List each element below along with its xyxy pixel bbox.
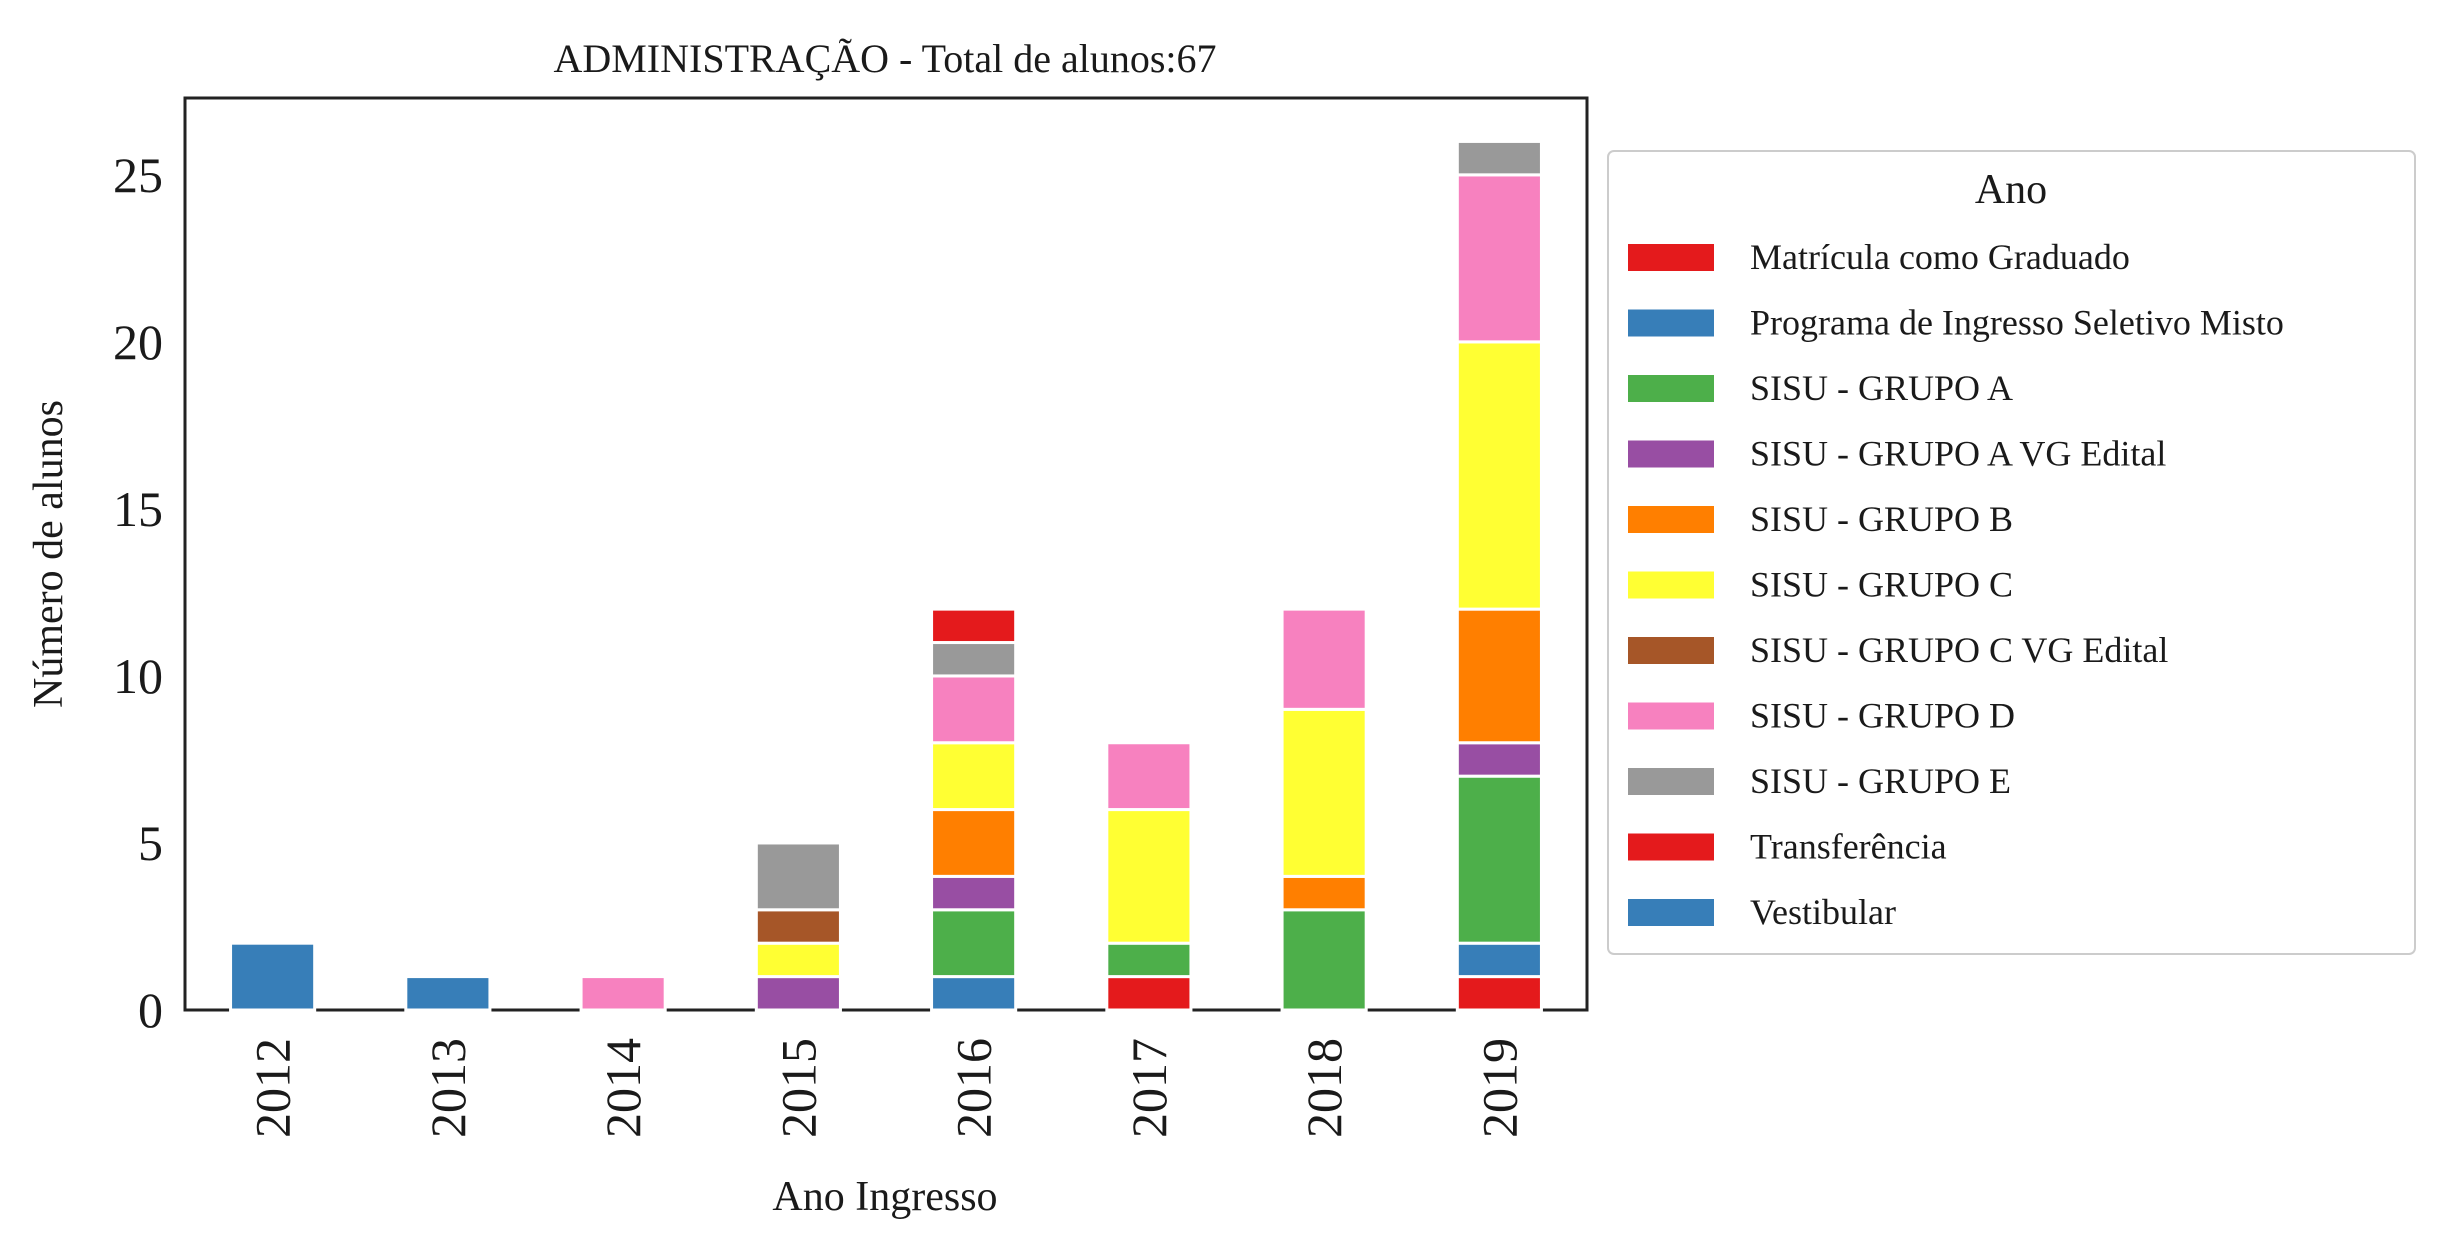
bar-segment-2016-2 [930,908,1018,979]
bar-segment-2018-7 [1280,607,1368,711]
bar-segment-2016-9 [930,607,1018,645]
x-tick-label-2017: 2017 [1121,1038,1177,1138]
bar-segment-2015-6 [754,908,842,945]
x-tick-label-2013: 2013 [420,1038,476,1138]
legend-items: Matrícula como Graduado Programa de Ingre… [1628,237,2284,932]
bar-segment-2016-7 [930,674,1018,745]
legend-swatch-7 [1628,702,1714,730]
legend-swatch-8 [1628,768,1714,795]
bar-segment-2019-8 [1455,139,1543,177]
bar-segment-2017-5 [1105,808,1193,945]
bar-segment-2018-5 [1280,707,1368,878]
bar-segment-2016-1 [930,975,1018,1012]
legend-entry-4: SISU - GRUPO B [1750,499,2013,539]
bar-segment-2019-5 [1455,340,1543,611]
legend-entry-2: SISU - GRUPO A [1750,368,2013,408]
x-axis-label: Ano Ingresso [772,1174,997,1220]
y-tick-label-25: 25 [113,147,163,203]
legend-entry-10: Vestibular [1750,892,1896,932]
legend-entry-9: Transferência [1750,827,1947,867]
bar-segment-2019-0 [1455,975,1543,1012]
bar-segment-2013-10 [404,975,492,1012]
y-tick-label-5: 5 [138,815,163,871]
legend-entry-7: SISU - GRUPO D [1750,696,2015,736]
legend-title: Ano [1975,167,2047,213]
x-tick-label-2012: 2012 [245,1038,301,1138]
x-tick-label-2014: 2014 [595,1038,651,1138]
bar-segment-2012-10 [229,941,317,1012]
legend-swatch-0 [1628,244,1714,271]
y-tick-label-20: 20 [113,314,163,370]
plot-area-frame [183,96,1589,1012]
bar-segment-2019-7 [1455,173,1543,344]
bar-segment-2019-1 [1455,941,1543,979]
y-tick-label-0: 0 [138,982,163,1038]
legend-entry-5: SISU - GRUPO C [1750,565,2013,605]
legend-swatch-1 [1628,309,1714,337]
y-axis-ticks: 0 5 10 15 20 25 [113,147,163,1038]
bar-segment-2016-8 [930,641,1018,678]
bar-segment-2017-2 [1105,941,1193,979]
x-tick-label-2019: 2019 [1471,1038,1527,1138]
bar-segment-2015-3 [754,975,842,1012]
legend-swatch-6 [1628,637,1714,664]
legend-frame [1607,150,2416,955]
bar-segment-2016-4 [930,808,1018,878]
legend: Ano Matrícula como Graduado Programa de I… [1607,150,2416,955]
legend-swatch-10 [1628,899,1714,926]
x-tick-label-2018: 2018 [1296,1038,1352,1138]
legend-swatch-9 [1628,833,1714,861]
y-tick-label-15: 15 [113,481,163,537]
legend-entry-3: SISU - GRUPO A VG Edital [1750,434,2166,474]
bar-segment-2017-0 [1105,975,1193,1012]
bar-segment-2015-5 [754,941,842,979]
x-axis-ticks: 2012 2013 2014 2015 2016 2017 2018 2019 [245,1038,1528,1138]
bar-segment-2019-2 [1455,774,1543,945]
bar-segment-2016-5 [930,741,1018,812]
legend-swatch-4 [1628,506,1714,533]
bar-segment-2015-8 [754,841,842,912]
y-tick-label-10: 10 [113,648,163,704]
bar-segment-2014-7 [579,975,667,1012]
bar-segment-2016-3 [930,874,1018,912]
y-axis-label: Número de alunos [26,400,72,708]
legend-entry-6: SISU - GRUPO C VG Edital [1750,630,2168,670]
legend-entry-1: Programa de Ingresso Seletivo Misto [1750,303,2284,343]
x-tick-label-2016: 2016 [946,1038,1002,1138]
bar-segment-2019-3 [1455,741,1543,778]
bar-segment-2018-2 [1280,908,1368,1012]
bars-layer [229,139,1543,1012]
bar-segment-2018-4 [1280,874,1368,912]
legend-swatch-5 [1628,571,1714,599]
legend-entry-0: Matrícula como Graduado [1750,237,2130,277]
legend-swatch-2 [1628,375,1714,402]
chart-title: ADMINISTRAÇÃO - Total de alunos:67 [553,36,1216,81]
legend-swatch-3 [1628,440,1714,468]
x-tick-label-2015: 2015 [770,1038,826,1138]
bar-segment-2019-4 [1455,607,1543,745]
legend-entry-8: SISU - GRUPO E [1750,761,2011,801]
bar-segment-2017-7 [1105,741,1193,812]
